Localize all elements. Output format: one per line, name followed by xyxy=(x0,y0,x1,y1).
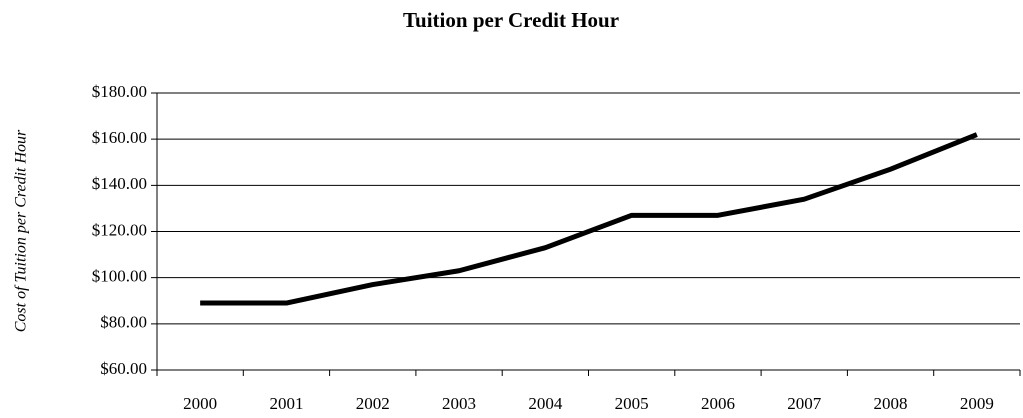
chart-title: Tuition per Credit Hour xyxy=(403,8,619,32)
x-tick-label: 2006 xyxy=(701,394,735,413)
y-tick-label: $140.00 xyxy=(92,174,147,193)
x-tick-label: 2004 xyxy=(528,394,563,413)
x-tick-label: 2005 xyxy=(615,394,649,413)
y-tick-label: $180.00 xyxy=(92,82,147,101)
x-tick-label: 2000 xyxy=(183,394,217,413)
x-tick-label: 2009 xyxy=(960,394,994,413)
y-tick-label: $80.00 xyxy=(100,313,147,332)
x-tick-label: 2003 xyxy=(442,394,476,413)
y-tick-label: $160.00 xyxy=(92,128,147,147)
y-tick-label: $60.00 xyxy=(100,359,147,378)
y-tick-label: $120.00 xyxy=(92,220,147,239)
y-tick-label: $100.00 xyxy=(92,267,147,286)
x-tick-label: 2007 xyxy=(787,394,822,413)
data-line xyxy=(200,132,978,306)
x-tick-label: 2008 xyxy=(874,394,908,413)
x-tick-label: 2002 xyxy=(356,394,390,413)
x-tick-label: 2001 xyxy=(269,394,303,413)
y-axis-title: Cost of Tuition per Credit Hour xyxy=(13,129,30,332)
